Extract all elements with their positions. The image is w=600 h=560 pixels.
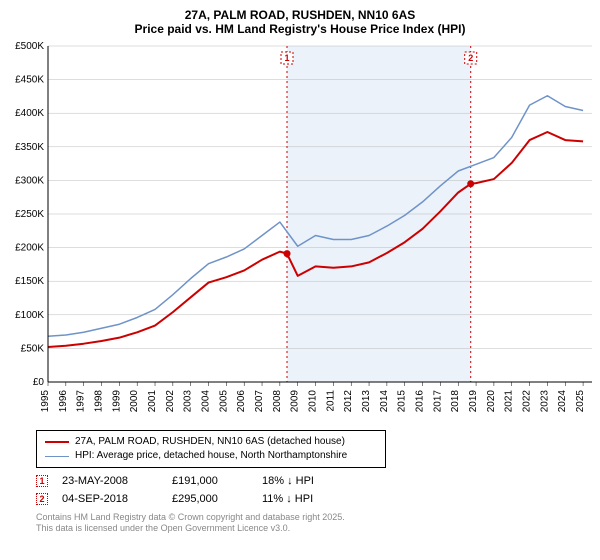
legend-label-2: HPI: Average price, detached house, Nort… [75, 449, 347, 463]
svg-text:1997: 1997 [76, 390, 87, 413]
legend-item-1: 27A, PALM ROAD, RUSHDEN, NN10 6AS (detac… [45, 435, 377, 449]
legend-swatch-2 [45, 456, 69, 457]
marker-price-2: £295,000 [172, 493, 262, 505]
svg-text:1995: 1995 [40, 390, 51, 413]
svg-text:2016: 2016 [415, 390, 426, 413]
svg-text:2024: 2024 [557, 390, 568, 413]
svg-text:1: 1 [284, 53, 289, 63]
svg-text:£350K: £350K [15, 142, 44, 153]
svg-text:2025: 2025 [575, 390, 586, 413]
svg-text:2: 2 [468, 53, 473, 63]
marker-table: 1 23-MAY-2008 £191,000 18% ↓ HPI 2 04-SE… [36, 472, 592, 508]
svg-text:1999: 1999 [111, 390, 122, 413]
title-line1: 27A, PALM ROAD, RUSHDEN, NN10 6AS [8, 8, 592, 22]
svg-text:2014: 2014 [379, 390, 390, 413]
marker-badge-1: 1 [36, 475, 48, 487]
marker-date-2: 04-SEP-2018 [62, 493, 172, 505]
marker-row-2: 2 04-SEP-2018 £295,000 11% ↓ HPI [36, 490, 592, 508]
svg-text:2009: 2009 [290, 390, 301, 413]
attribution-line1: Contains HM Land Registry data © Crown c… [36, 512, 592, 523]
svg-text:2007: 2007 [254, 390, 265, 413]
title-line2: Price paid vs. HM Land Registry's House … [8, 22, 592, 36]
legend-label-1: 27A, PALM ROAD, RUSHDEN, NN10 6AS (detac… [75, 435, 345, 449]
marker-row-1: 1 23-MAY-2008 £191,000 18% ↓ HPI [36, 472, 592, 490]
svg-text:£0: £0 [33, 377, 45, 388]
chart-title-block: 27A, PALM ROAD, RUSHDEN, NN10 6AS Price … [8, 8, 592, 36]
svg-text:2010: 2010 [308, 390, 319, 413]
svg-text:2019: 2019 [468, 390, 479, 413]
attribution: Contains HM Land Registry data © Crown c… [36, 512, 592, 534]
marker-price-1: £191,000 [172, 475, 262, 487]
svg-text:£250K: £250K [15, 209, 44, 220]
marker-badge-2: 2 [36, 493, 48, 505]
marker-diff-1: 18% ↓ HPI [262, 475, 352, 487]
svg-text:£150K: £150K [15, 276, 44, 287]
svg-text:£500K: £500K [15, 42, 44, 52]
svg-text:2004: 2004 [201, 390, 212, 413]
svg-text:2018: 2018 [450, 390, 461, 413]
svg-text:2015: 2015 [397, 390, 408, 413]
price-chart: £0 £50K £100K £150K £200K £250K £300K £350K £400… [8, 42, 592, 424]
svg-text:2012: 2012 [343, 390, 354, 413]
svg-text:2023: 2023 [539, 390, 550, 413]
svg-text:2022: 2022 [522, 390, 533, 413]
svg-text:2001: 2001 [147, 390, 158, 413]
svg-text:2002: 2002 [165, 390, 176, 413]
svg-text:1998: 1998 [94, 390, 105, 413]
svg-text:2005: 2005 [218, 390, 229, 413]
legend: 27A, PALM ROAD, RUSHDEN, NN10 6AS (detac… [36, 430, 386, 468]
svg-text:2021: 2021 [504, 390, 515, 413]
svg-text:£400K: £400K [15, 108, 44, 119]
marker-diff-2: 11% ↓ HPI [262, 493, 352, 505]
svg-text:2003: 2003 [183, 390, 194, 413]
marker-date-1: 23-MAY-2008 [62, 475, 172, 487]
svg-text:£100K: £100K [15, 310, 44, 321]
svg-text:2006: 2006 [236, 390, 247, 413]
svg-text:2008: 2008 [272, 390, 283, 413]
svg-text:£450K: £450K [15, 75, 44, 86]
svg-text:£200K: £200K [15, 243, 44, 254]
svg-text:2000: 2000 [129, 390, 140, 413]
legend-item-2: HPI: Average price, detached house, Nort… [45, 449, 377, 463]
svg-text:2011: 2011 [325, 390, 336, 412]
legend-swatch-1 [45, 441, 69, 443]
svg-text:1996: 1996 [58, 390, 69, 413]
svg-text:2017: 2017 [432, 390, 443, 413]
svg-text:£300K: £300K [15, 175, 44, 186]
svg-text:£50K: £50K [21, 343, 45, 354]
attribution-line2: This data is licensed under the Open Gov… [36, 523, 592, 534]
svg-text:2013: 2013 [361, 390, 372, 413]
svg-text:2020: 2020 [486, 390, 497, 413]
